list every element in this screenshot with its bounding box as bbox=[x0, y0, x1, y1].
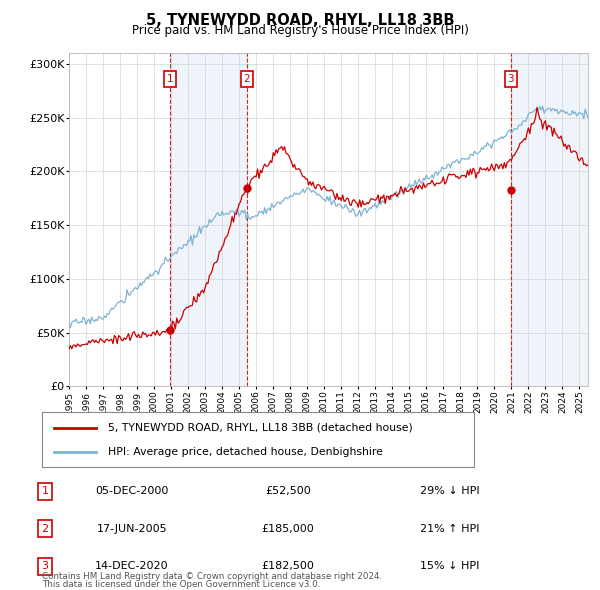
Text: HPI: Average price, detached house, Denbighshire: HPI: Average price, detached house, Denb… bbox=[108, 447, 383, 457]
Text: 3: 3 bbox=[41, 561, 49, 571]
Text: £182,500: £182,500 bbox=[262, 561, 314, 571]
Text: This data is licensed under the Open Government Licence v3.0.: This data is licensed under the Open Gov… bbox=[42, 580, 320, 589]
Text: Contains HM Land Registry data © Crown copyright and database right 2024.: Contains HM Land Registry data © Crown c… bbox=[42, 572, 382, 581]
Bar bbox=[511, 53, 588, 386]
Text: 17-JUN-2005: 17-JUN-2005 bbox=[97, 524, 167, 534]
Text: Price paid vs. HM Land Registry's House Price Index (HPI): Price paid vs. HM Land Registry's House … bbox=[131, 24, 469, 37]
Text: 1: 1 bbox=[41, 486, 49, 496]
Text: 2: 2 bbox=[244, 74, 250, 84]
Text: 5, TYNEWYDD ROAD, RHYL, LL18 3BB (detached house): 5, TYNEWYDD ROAD, RHYL, LL18 3BB (detach… bbox=[108, 422, 413, 432]
Text: 29% ↓ HPI: 29% ↓ HPI bbox=[420, 486, 479, 496]
Text: 15% ↓ HPI: 15% ↓ HPI bbox=[420, 561, 479, 571]
Text: 2: 2 bbox=[41, 524, 49, 534]
Text: £185,000: £185,000 bbox=[262, 524, 314, 534]
Text: 3: 3 bbox=[508, 74, 514, 84]
Text: 5, TYNEWYDD ROAD, RHYL, LL18 3BB: 5, TYNEWYDD ROAD, RHYL, LL18 3BB bbox=[146, 13, 454, 28]
Text: £52,500: £52,500 bbox=[265, 486, 311, 496]
Text: 14-DEC-2020: 14-DEC-2020 bbox=[95, 561, 169, 571]
Text: 05-DEC-2000: 05-DEC-2000 bbox=[95, 486, 169, 496]
Text: 1: 1 bbox=[166, 74, 173, 84]
Bar bbox=[170, 53, 247, 386]
Text: 21% ↑ HPI: 21% ↑ HPI bbox=[420, 524, 479, 534]
